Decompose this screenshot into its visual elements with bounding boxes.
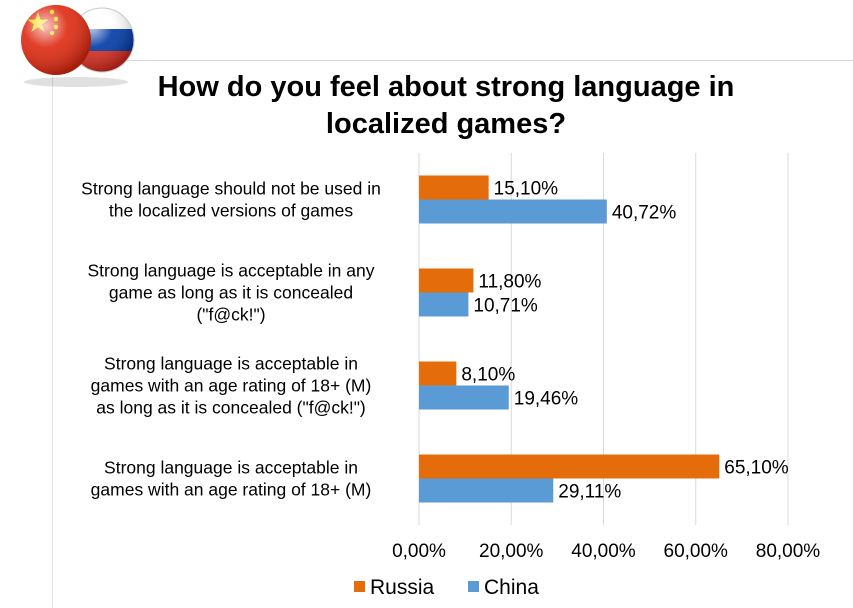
data-label-china: 10,71%: [473, 296, 538, 317]
category-label: ("f@ck!"): [196, 305, 265, 325]
left-divider: [52, 60, 53, 608]
legend-swatch-china: [468, 581, 479, 592]
category-label: as long as it is concealed ("f@ck!"): [96, 398, 365, 418]
category-label: Strong language is acceptable in any: [87, 261, 374, 281]
bars: [419, 175, 720, 503]
bar-russia: [419, 454, 720, 479]
header-divider: [118, 60, 853, 61]
x-tick-label: 80,00%: [756, 541, 821, 562]
data-label-china: 40,72%: [612, 203, 677, 224]
bar-china: [419, 292, 469, 317]
x-tick-label: 60,00%: [664, 541, 729, 562]
bar-china: [419, 385, 509, 410]
category-labels: Strong language should not be used inthe…: [81, 179, 381, 500]
data-label-russia: 8,10%: [461, 365, 515, 386]
chart-title: How do you feel about strong language in…: [158, 71, 735, 140]
chart-title-line: localized games?: [326, 108, 566, 140]
x-axis-ticks: 0,00% 20,00% 40,00% 60,00% 80,00%: [392, 541, 820, 562]
x-tick-label: 20,00%: [479, 541, 544, 562]
bar-china: [419, 478, 554, 503]
data-label-china: 19,46%: [514, 389, 579, 410]
legend-label-china: China: [484, 576, 539, 599]
category-label: games with an age rating of 18+ (M): [91, 480, 372, 500]
legend-label-russia: Russia: [370, 576, 435, 599]
category-label: Strong language is acceptable in: [104, 458, 358, 478]
data-label-russia: 65,10%: [724, 458, 789, 479]
china-flag-icon: [21, 5, 91, 75]
bar-russia: [419, 361, 457, 386]
x-tick-label: 0,00%: [392, 541, 446, 562]
bar-russia: [419, 268, 474, 293]
bar-russia: [419, 175, 489, 200]
legend-swatch-russia: [354, 581, 365, 592]
data-label-china: 29,11%: [558, 482, 621, 503]
category-label: the localized versions of games: [109, 201, 353, 221]
category-label: Strong language is acceptable in: [104, 354, 358, 374]
category-label: Strong language should not be used in: [81, 179, 381, 199]
data-labels: 15,10% 40,72% 11,80% 10,71% 8,10% 19,46% 65,10…: [461, 179, 788, 503]
china-russia-flags-icon: [21, 5, 135, 87]
x-tick-label: 40,00%: [571, 541, 636, 562]
data-label-russia: 15,10%: [494, 179, 559, 200]
chart-title-line: How do you feel about strong language in: [158, 71, 735, 103]
category-label: games with an age rating of 18+ (M): [91, 376, 372, 396]
data-label-russia: 11,80%: [478, 272, 541, 293]
legend: Russia China: [354, 576, 539, 599]
bar-china: [419, 199, 607, 224]
category-label: game as long as it is concealed: [109, 283, 353, 303]
